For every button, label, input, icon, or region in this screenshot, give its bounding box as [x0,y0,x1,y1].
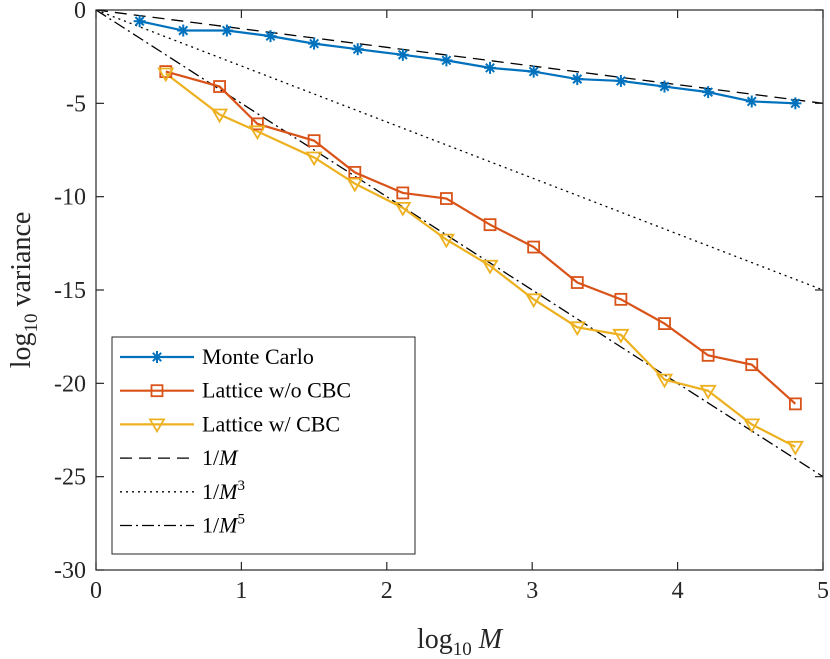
data-point-lattice-w-o-cbc [250,117,264,131]
x-tick-label: 3 [526,578,538,604]
data-point-lattice-w-cbc [481,259,499,275]
legend-marker [148,418,166,434]
data-point-monte-carlo [614,74,627,87]
data-point-lattice-w-o-cbc [658,317,671,331]
x-tick-label: 1 [235,578,247,604]
y-tick-label: -15 [54,278,86,304]
legend-label: Lattice w/ CBC [202,411,340,436]
data-point-lattice-w-cbc [612,328,630,344]
legend-label: 1/M [202,445,239,470]
legend-marker [151,351,163,363]
legend-entry: Monte Carlo [120,344,314,369]
x-tick-label: 2 [381,578,393,604]
x-tick-label: 4 [672,578,684,604]
x-tick-label: 0 [90,578,102,604]
data-point-lattice-w-o-cbc [213,80,226,93]
data-point-lattice-w-cbc [743,418,761,434]
data-point-lattice-w-o-cbc [527,240,541,254]
data-point-monte-carlo [264,30,277,43]
data-point-monte-carlo [789,97,802,110]
data-point-lattice-w-o-cbc [570,276,584,289]
data-point-lattice-w-cbc [655,373,674,389]
data-point-lattice-w-cbc [786,440,804,456]
data-point-lattice-w-o-cbc [701,348,715,362]
legend-label: 1/M3 [202,478,245,504]
y-tick-label: -10 [54,185,86,211]
data-point-lattice-w-cbc [568,321,586,337]
legend-label: Monte Carlo [202,344,314,369]
legend-entry: Lattice w/o CBC [120,378,351,403]
data-point-lattice-w-cbc [248,125,266,141]
x-axis-label: log10 M [417,624,504,659]
data-point-lattice-w-cbc [525,293,543,309]
series-line-monte-carlo [139,20,796,105]
legend-entry: 1/M [120,445,239,470]
data-point-monte-carlo [571,73,584,86]
data-point-lattice-w-o-cbc [307,134,321,148]
data-point-monte-carlo [351,43,364,56]
legend-label: 1/M5 [202,512,245,538]
data-point-monte-carlo [440,54,453,67]
y-tick-label: -5 [66,91,86,117]
data-point-lattice-w-cbc [437,233,455,249]
y-tick-label: -20 [54,371,86,397]
series-line-lattice-w-o-cbc [165,70,797,405]
data-point-lattice-w-o-cbc [745,358,759,372]
data-point-monte-carlo [220,24,233,37]
data-point-lattice-w-o-cbc [396,186,410,200]
series-line-lattice-w-cbc [165,72,796,448]
legend-label: Lattice w/o CBC [202,378,351,403]
data-point-lattice-w-cbc [211,108,229,124]
data-point-monte-carlo [177,24,190,37]
data-point-lattice-w-o-cbc [614,292,628,306]
legend: Monte Carlo Lattice w/o CBC Lattice w/ CBC… [111,336,416,555]
legend-entry: 1/M3 [120,478,245,504]
y-tick-label: -25 [54,465,86,491]
y-axis-label: log10 variance [6,212,42,369]
y-tick-label: 0 [74,0,86,24]
y-tick-label: -30 [54,558,86,584]
data-point-lattice-w-o-cbc [483,218,497,232]
data-point-monte-carlo [745,95,758,108]
data-point-lattice-w-cbc [394,201,412,217]
reference-line-1-m-5 [96,10,823,478]
data-point-lattice-w-cbc [346,177,364,193]
legend-entry: 1/M5 [120,512,245,538]
data-point-monte-carlo [133,15,146,28]
data-point-lattice-w-o-cbc [788,397,802,411]
legend-box [111,336,416,555]
legend-entry: Lattice w/ CBC [120,411,340,436]
data-point-lattice-w-cbc [305,151,323,167]
data-point-monte-carlo [308,37,321,50]
data-point-monte-carlo [396,48,409,61]
data-point-lattice-w-o-cbc [440,192,453,205]
reference-line-1-m-3 [96,10,823,291]
data-point-monte-carlo [702,86,715,99]
data-point-lattice-w-cbc [699,384,717,400]
x-tick-label: 5 [817,578,829,604]
reference-line-1-m [96,10,823,104]
data-point-monte-carlo [658,80,671,93]
data-point-monte-carlo [484,61,497,74]
data-point-monte-carlo [527,65,540,78]
legend-marker [150,384,164,398]
data-point-lattice-w-cbc [157,67,175,83]
